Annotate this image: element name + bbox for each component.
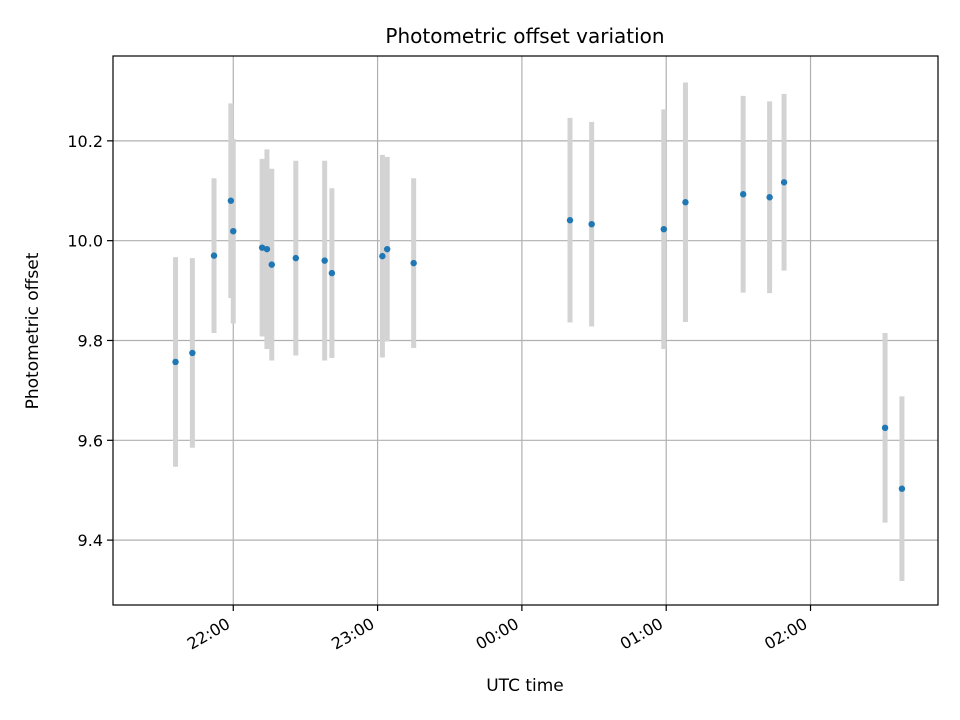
x-tick-label: 23:00 [328, 614, 377, 654]
grid-lines [113, 56, 938, 605]
error-bars [173, 82, 905, 582]
data-point [227, 197, 235, 204]
y-tick-label: 9.8 [78, 331, 103, 350]
y-tick-label: 9.4 [78, 531, 103, 550]
x-axis-title: UTC time [486, 676, 564, 696]
data-point [189, 349, 196, 357]
y-tick-label: 10.0 [67, 232, 103, 251]
data-point [682, 199, 689, 206]
data-point [383, 245, 391, 253]
data-point [780, 179, 788, 186]
data-points [172, 179, 906, 492]
y-tick-label: 10.2 [67, 132, 103, 151]
data-point [210, 252, 218, 259]
data-point [258, 244, 266, 251]
data-point [268, 261, 275, 268]
data-point [172, 358, 179, 366]
x-tick-label: 02:00 [761, 614, 810, 654]
x-tick-label: 00:00 [472, 614, 521, 654]
data-point [263, 245, 271, 253]
plot-frame [112, 55, 939, 606]
x-tick-label: 22:00 [184, 614, 233, 654]
data-point [328, 269, 336, 277]
y-axis-title: Photometric offset [23, 252, 43, 409]
data-point [410, 259, 417, 267]
x-tick-label: 01:00 [617, 614, 666, 654]
data-point [566, 217, 574, 224]
data-point [230, 227, 237, 235]
data-point [881, 424, 889, 432]
chart-title: Photometric offset variation [385, 24, 664, 48]
axis-ticks: 22:00 23:00 00:00 01:00 02:00 9.4 9.6 9.8 10.0 10… [67, 132, 812, 654]
data-point [321, 257, 328, 264]
data-point [739, 191, 747, 198]
data-point [588, 220, 595, 228]
data-point [379, 252, 386, 260]
data-point [766, 194, 773, 201]
data-point [292, 254, 299, 262]
data-point [898, 485, 906, 492]
data-point [660, 225, 668, 233]
y-tick-label: 9.6 [78, 431, 103, 450]
